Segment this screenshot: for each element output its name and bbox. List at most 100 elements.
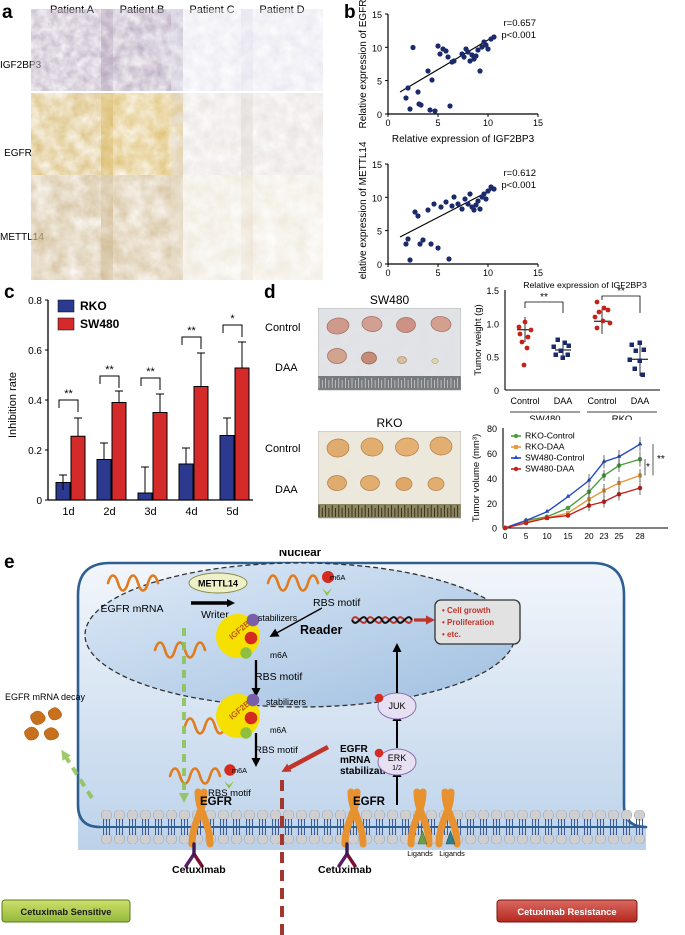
svg-text:• Proliferation: • Proliferation — [442, 618, 494, 627]
svg-text:0: 0 — [36, 496, 42, 507]
svg-text:m6A: m6A — [330, 573, 345, 582]
svg-text:**: ** — [105, 364, 114, 376]
svg-text:SW480: SW480 — [80, 317, 120, 331]
svg-text:Tumor weight (g): Tumor weight (g) — [473, 304, 484, 375]
svg-text:20: 20 — [584, 531, 594, 541]
svg-text:28: 28 — [635, 531, 645, 541]
svg-text:0.6: 0.6 — [28, 346, 42, 357]
svg-text:Tumor volume (mm³): Tumor volume (mm³) — [471, 434, 482, 522]
svg-text:0: 0 — [503, 531, 508, 541]
svg-text:m6A: m6A — [270, 650, 288, 660]
svg-text:Inhibition rate: Inhibition rate — [7, 372, 19, 438]
svg-text:0: 0 — [377, 260, 382, 270]
svg-text:• Cell growth: • Cell growth — [442, 606, 491, 615]
svg-text:1/2: 1/2 — [392, 765, 402, 772]
svg-text:**: ** — [64, 388, 73, 400]
svg-text:1d: 1d — [62, 506, 74, 518]
svg-text:mRNA: mRNA — [340, 755, 371, 766]
svg-text:• etc.: • etc. — [442, 630, 461, 639]
svg-text:1.5: 1.5 — [486, 286, 499, 296]
svg-text:RKO-Control: RKO-Control — [525, 431, 575, 441]
svg-text:RKO: RKO — [80, 299, 107, 313]
svg-text:RBS motif: RBS motif — [255, 671, 302, 683]
svg-text:m6A: m6A — [232, 766, 247, 775]
svg-text:**: ** — [657, 454, 665, 465]
svg-text:Ligands: Ligands — [439, 849, 465, 858]
svg-text:**: ** — [187, 325, 196, 337]
svg-text:EGFR: EGFR — [353, 796, 386, 808]
svg-text:Relative expression of IGF2BP3: Relative expression of IGF2BP3 — [392, 134, 535, 145]
svg-text:0.2: 0.2 — [28, 446, 42, 457]
svg-text:10: 10 — [372, 43, 382, 53]
svg-text:5d: 5d — [226, 506, 238, 518]
svg-text:stabilizers: stabilizers — [266, 697, 307, 707]
svg-text:Cetuximab: Cetuximab — [318, 864, 372, 876]
svg-text:5: 5 — [377, 227, 382, 237]
svg-text:p<0.001: p<0.001 — [501, 180, 536, 191]
svg-text:r=0.657: r=0.657 — [504, 18, 537, 29]
svg-text:10: 10 — [483, 118, 493, 128]
svg-text:60: 60 — [487, 449, 497, 459]
svg-text:10: 10 — [542, 531, 552, 541]
svg-text:r=0.612: r=0.612 — [504, 168, 537, 179]
svg-text:DAA: DAA — [631, 396, 650, 406]
svg-text:Cetuximab Sensitive: Cetuximab Sensitive — [21, 907, 112, 917]
svg-text:ERK: ERK — [388, 753, 407, 763]
svg-text:Reader: Reader — [300, 623, 343, 637]
svg-text:3d: 3d — [144, 506, 156, 518]
svg-text:*: * — [646, 462, 650, 473]
svg-text:DAA: DAA — [554, 396, 573, 406]
svg-text:Nuclear: Nuclear — [279, 550, 322, 559]
svg-text:*: * — [230, 313, 235, 325]
svg-text:15: 15 — [372, 10, 382, 20]
svg-text:15: 15 — [533, 268, 543, 278]
svg-text:15: 15 — [563, 531, 573, 541]
svg-text:15: 15 — [533, 118, 543, 128]
svg-text:**: ** — [146, 366, 155, 378]
svg-text:80: 80 — [487, 424, 497, 434]
svg-text:0: 0 — [385, 118, 390, 128]
svg-text:JUK: JUK — [388, 701, 405, 711]
svg-text:p<0.001: p<0.001 — [501, 30, 536, 41]
svg-text:5: 5 — [435, 118, 440, 128]
svg-text:Relative expression of EGFR: Relative expression of EGFR — [358, 0, 369, 128]
svg-text:stabilizers: stabilizers — [258, 613, 298, 623]
svg-text:15: 15 — [372, 160, 382, 170]
svg-text:SW480-DAA: SW480-DAA — [525, 464, 574, 474]
svg-text:0.5: 0.5 — [486, 353, 499, 363]
svg-text:1.0: 1.0 — [486, 319, 499, 329]
svg-text:Relative expression of IGF2BP3: Relative expression of IGF2BP3 — [523, 280, 647, 290]
svg-text:20: 20 — [487, 499, 497, 509]
svg-text:EGFR: EGFR — [340, 744, 369, 755]
svg-text:0: 0 — [494, 386, 499, 396]
svg-text:0.4: 0.4 — [28, 396, 42, 407]
svg-text:Control: Control — [587, 396, 616, 406]
svg-text:10: 10 — [483, 268, 493, 278]
svg-text:5: 5 — [524, 531, 529, 541]
svg-text:EGFR: EGFR — [200, 796, 233, 808]
svg-text:5: 5 — [435, 268, 440, 278]
svg-text:25: 25 — [614, 531, 624, 541]
svg-text:2d: 2d — [103, 506, 115, 518]
svg-text:RKO-DAA: RKO-DAA — [525, 442, 565, 452]
svg-text:Control: Control — [510, 396, 539, 406]
svg-text:RBS motif: RBS motif — [313, 597, 360, 609]
svg-text:0: 0 — [492, 524, 497, 534]
svg-text:10: 10 — [372, 193, 382, 203]
svg-text:**: ** — [540, 292, 548, 303]
svg-text:m6A: m6A — [270, 726, 287, 735]
svg-text:RBS motif: RBS motif — [255, 745, 298, 756]
svg-text:4d: 4d — [185, 506, 197, 518]
svg-text:METTL14: METTL14 — [198, 579, 238, 589]
svg-text:Relative expression of METTL14: Relative expression of METTL14 — [358, 141, 369, 280]
svg-text:Cetuximab: Cetuximab — [172, 864, 226, 876]
svg-text:0: 0 — [377, 110, 382, 120]
svg-text:EGFR mRNA: EGFR mRNA — [101, 603, 164, 615]
svg-text:40: 40 — [487, 474, 497, 484]
svg-text:0.8: 0.8 — [28, 296, 42, 307]
svg-text:Cetuximab Resistance: Cetuximab Resistance — [517, 907, 616, 917]
svg-text:5: 5 — [377, 77, 382, 87]
svg-text:SW480-Control: SW480-Control — [525, 453, 584, 463]
svg-text:0: 0 — [385, 268, 390, 278]
svg-text:EGFR mRNA decay: EGFR mRNA decay — [5, 692, 86, 702]
